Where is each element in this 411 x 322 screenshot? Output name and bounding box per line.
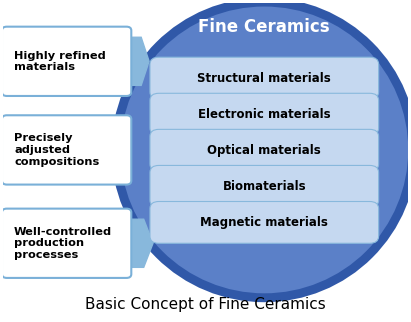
Ellipse shape	[120, 6, 408, 293]
Text: Basic Concept of Fine Ceramics: Basic Concept of Fine Ceramics	[85, 297, 326, 312]
Text: Structural materials: Structural materials	[197, 71, 331, 85]
FancyBboxPatch shape	[150, 57, 379, 99]
FancyBboxPatch shape	[2, 115, 131, 185]
Polygon shape	[127, 219, 153, 267]
FancyBboxPatch shape	[150, 202, 379, 243]
FancyBboxPatch shape	[150, 166, 379, 207]
Ellipse shape	[111, 0, 411, 302]
FancyBboxPatch shape	[150, 93, 379, 135]
FancyBboxPatch shape	[2, 209, 131, 278]
Polygon shape	[118, 126, 127, 174]
FancyBboxPatch shape	[150, 129, 379, 171]
Text: Well-controlled
production
processes: Well-controlled production processes	[14, 227, 112, 260]
Text: Magnetic materials: Magnetic materials	[200, 216, 328, 229]
FancyBboxPatch shape	[2, 27, 131, 96]
Polygon shape	[127, 37, 149, 85]
Text: Electronic materials: Electronic materials	[198, 108, 330, 121]
Text: Precisely
adjusted
compositions: Precisely adjusted compositions	[14, 133, 99, 166]
Text: Optical materials: Optical materials	[208, 144, 321, 157]
Text: Biomaterials: Biomaterials	[222, 180, 306, 193]
Text: Fine Ceramics: Fine Ceramics	[199, 18, 330, 36]
Text: Highly refined
materials: Highly refined materials	[14, 51, 106, 72]
